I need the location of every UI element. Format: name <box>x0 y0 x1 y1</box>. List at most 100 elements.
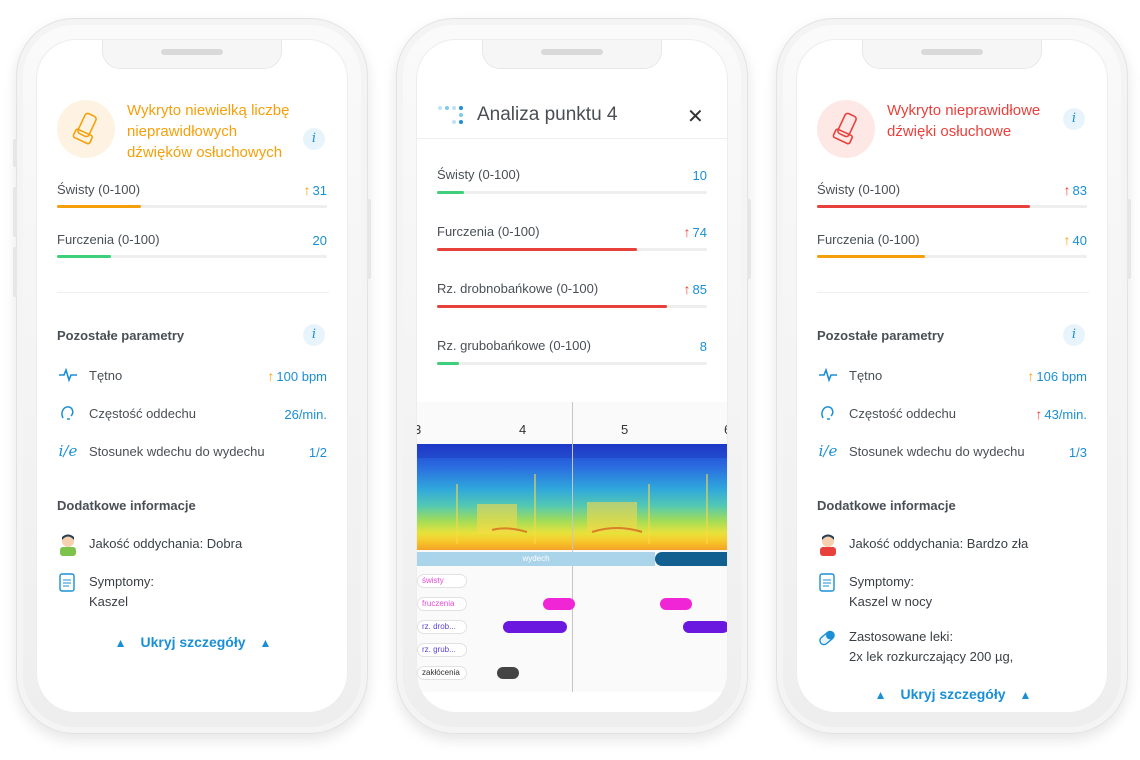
heart-rate-icon <box>817 364 839 386</box>
progress-track <box>437 305 707 308</box>
alert-text: Wykryto nieprawidłowe dźwięki osłuchowe <box>887 102 1041 140</box>
info-button[interactable]: i <box>303 324 325 346</box>
metric-label: Rz. grubobańkowe (0-100) <box>437 338 591 353</box>
metric-value: ↑ 85 <box>683 281 707 297</box>
progress-track <box>817 255 1087 258</box>
info-button[interactable]: i <box>303 128 325 150</box>
meds-value: 2x lek rozkurczający 200 µg, <box>849 649 1014 664</box>
breath-icon <box>817 402 839 424</box>
progress-track <box>437 248 707 251</box>
progress-track <box>437 362 707 365</box>
param-label: Stosunek wdechu do wydechu <box>89 444 265 459</box>
avatar <box>57 532 79 556</box>
clipboard-icon <box>57 571 77 593</box>
notch <box>482 40 662 69</box>
param-label: Częstość oddechu <box>849 406 956 421</box>
event-label: rz. grub... <box>417 643 467 657</box>
metric-label: Furczenia (0-100) <box>57 232 160 247</box>
progress-fill <box>817 255 925 258</box>
time-tick: 4 <box>519 422 527 437</box>
progress-fill <box>437 305 667 308</box>
breathing-quality: Jakość oddychania: Bardzo zła <box>849 536 1029 551</box>
metric-value: 20 <box>312 233 327 248</box>
event-pill[interactable] <box>503 621 567 633</box>
param-label: Tętno <box>849 368 883 383</box>
metric-value: 10 <box>692 168 707 183</box>
info-button[interactable]: i <box>1063 108 1085 130</box>
progress-track <box>817 205 1087 208</box>
phone-3: Wykryto nieprawidłowe dźwięki osłuchowe … <box>776 18 1131 734</box>
symptoms-value: Kaszel <box>89 594 129 609</box>
triangle-up-icon: ▲ <box>1019 688 1032 702</box>
metric-label: Furczenia (0-100) <box>437 224 540 239</box>
phase-bar: wydech <box>417 552 655 566</box>
clipboard-icon <box>817 571 837 593</box>
screen-2: Analiza punktu 4 ✕ Świsty (0-100) 10 Fur… <box>416 39 728 713</box>
breathing-quality: Jakość oddychania: Dobra <box>89 536 243 551</box>
phase-bar-next <box>655 552 727 566</box>
inhaler-icon <box>57 100 115 158</box>
metric-value: ↑ 83 <box>1063 182 1087 198</box>
meds-label: Zastosowane leki: <box>849 629 954 644</box>
event-pill[interactable] <box>543 598 575 610</box>
divider <box>57 292 329 293</box>
event-pill[interactable] <box>660 598 692 610</box>
close-icon[interactable]: ✕ <box>687 106 704 128</box>
playhead[interactable] <box>572 402 573 692</box>
param-value: 1/3 <box>1068 445 1087 460</box>
info-button[interactable]: i <box>1063 324 1085 346</box>
page-title: Analiza punktu 4 <box>477 104 618 125</box>
ratio-icon: i/e <box>818 442 838 460</box>
phone-2: Analiza punktu 4 ✕ Świsty (0-100) 10 Fur… <box>396 18 751 734</box>
param-value: ↑ 106 bpm <box>1027 368 1087 384</box>
section-title: Pozostałe parametry <box>817 328 945 343</box>
progress-fill <box>817 205 1031 208</box>
metric-label: Rz. drobnobańkowe (0-100) <box>437 281 599 296</box>
event-label: rz. drob... <box>417 620 467 634</box>
phone-1: Wykryto niewielką liczbę nieprawidłowych… <box>13 18 371 734</box>
progress-fill <box>57 255 111 258</box>
progress-fill <box>437 362 459 365</box>
metric-value: ↑ 40 <box>1063 232 1087 248</box>
metric-value: ↑ 31 <box>303 182 327 198</box>
divider <box>417 138 727 139</box>
time-tick: 3 <box>417 422 421 437</box>
section-title: Dodatkowe informacje <box>57 498 196 513</box>
param-value: 26/min. <box>284 407 327 422</box>
spectrogram-panel[interactable]: 3 4 5 6 <box>417 402 727 692</box>
screen-1: Wykryto niewielką liczbę nieprawidłowych… <box>36 39 348 713</box>
event-pill[interactable] <box>497 667 519 679</box>
progress-fill <box>437 248 637 251</box>
symptoms-label: Symptomy: <box>849 574 915 589</box>
metric-value: ↑ 74 <box>683 224 707 240</box>
metric-value: 8 <box>699 339 707 354</box>
avatar <box>817 532 839 556</box>
hide-details-button[interactable]: ▲ Ukryj szczegóły ▲ <box>114 634 272 650</box>
heart-rate-icon <box>57 364 79 386</box>
triangle-up-icon: ▲ <box>114 636 127 650</box>
notch <box>102 40 282 69</box>
param-label: Tętno <box>89 368 123 383</box>
triangle-up-icon: ▲ <box>874 688 887 702</box>
progress-track <box>57 255 327 258</box>
section-title: Dodatkowe informacje <box>817 498 956 513</box>
param-value: ↑ 43/min. <box>1035 406 1087 422</box>
logo-dots-icon <box>437 104 467 126</box>
param-label: Częstość oddechu <box>89 406 196 421</box>
triangle-up-icon: ▲ <box>259 636 272 650</box>
progress-track <box>437 191 707 194</box>
pill-icon <box>817 627 837 649</box>
param-value: ↑ 100 bpm <box>267 368 327 384</box>
event-label: świsty <box>417 574 467 588</box>
breath-icon <box>57 402 79 424</box>
event-label: zakłócenia <box>417 666 467 680</box>
hide-details-button[interactable]: ▲ Ukryj szczegóły ▲ <box>874 686 1032 702</box>
symptoms-value: Kaszel w nocy <box>849 594 933 609</box>
alert-text: Wykryto niewielką liczbę nieprawidłowych… <box>127 102 290 161</box>
divider <box>817 292 1089 293</box>
ratio-icon: i/e <box>58 442 78 460</box>
metric-label: Furczenia (0-100) <box>817 232 920 247</box>
event-pill[interactable] <box>683 621 727 633</box>
param-label: Stosunek wdechu do wydechu <box>849 444 1025 459</box>
progress-fill <box>57 205 141 208</box>
